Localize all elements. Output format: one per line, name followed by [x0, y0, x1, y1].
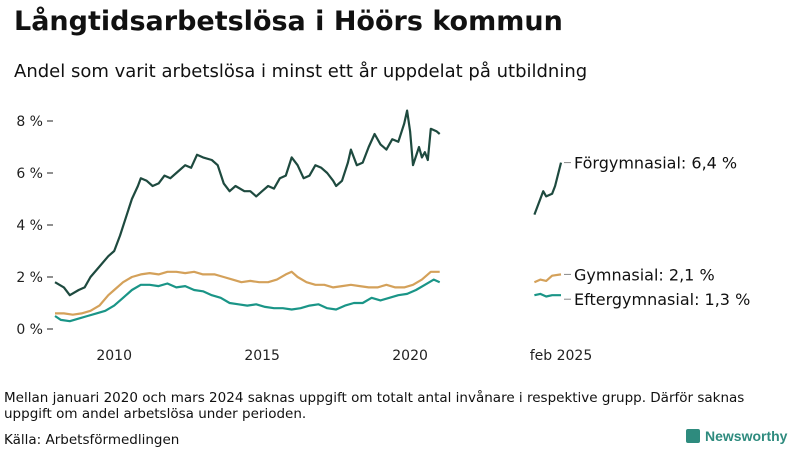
x-tick-label: feb 2025 — [530, 348, 593, 364]
y-tick-label: 8 % — [16, 114, 43, 130]
x-axis: 2010 2015 2020 feb 2025 — [96, 348, 592, 364]
chart-title: Långtidsarbetslösa i Höörs kommun — [14, 6, 563, 37]
x-tick-label: 2015 — [244, 348, 280, 364]
y-tick-label: 2 % — [16, 270, 43, 286]
series-line-gymnasial — [533, 273, 562, 284]
series-line-gymnasial — [55, 270, 440, 316]
series-end-labels: Förgymnasial: 6,4 % Gymnasial: 2,1 % Efter… — [564, 154, 750, 309]
footnote: Mellan januari 2020 och mars 2024 saknas… — [4, 390, 745, 422]
end-label-frgymnasial: Förgymnasial: 6,4 % — [574, 154, 737, 173]
end-label-eftergymnasial: Eftergymnasial: 1,3 % — [574, 290, 750, 309]
y-axis: 0 % 2 % 4 % 6 % 8 % — [16, 114, 53, 338]
series-line-eftergymnasial — [534, 292, 561, 298]
x-tick-label: 2010 — [96, 348, 132, 364]
series-lines — [54, 109, 563, 323]
brand-logo: Newsworthy — [686, 428, 787, 444]
series-line-eftergymnasial — [54, 278, 441, 323]
chart-subtitle: Andel som varit arbetslösa i minst ett å… — [14, 61, 588, 82]
x-tick-label: 2020 — [392, 348, 428, 364]
brand-name: Newsworthy — [705, 428, 788, 444]
y-tick-label: 6 % — [16, 166, 43, 182]
y-tick-label: 4 % — [16, 218, 43, 234]
y-tick-label: 0 % — [16, 322, 43, 338]
series-line-frgymnasial — [533, 162, 563, 215]
line-chart: 0 % 2 % 4 % 6 % 8 % 2010 2015 2020 feb 2025 För… — [16, 109, 750, 364]
source-text: Källa: Arbetsförmedlingen — [4, 432, 180, 448]
end-label-gymnasial: Gymnasial: 2,1 % — [574, 265, 715, 284]
series-line-frgymnasial — [54, 109, 441, 297]
newsworthy-logo-icon — [686, 429, 700, 443]
